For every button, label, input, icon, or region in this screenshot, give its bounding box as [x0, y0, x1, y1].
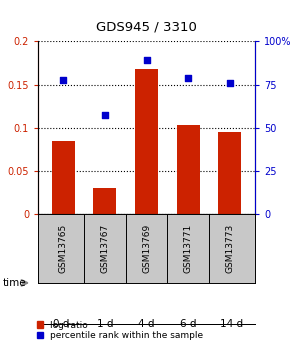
- Bar: [135, 69, 158, 214]
- Point: [228, 80, 232, 86]
- Bar: [93, 188, 116, 214]
- Text: time: time: [3, 278, 27, 288]
- Point: [186, 75, 190, 80]
- Legend: log ratio, percentile rank within the sample: log ratio, percentile rank within the sa…: [37, 321, 203, 341]
- Text: GDS945 / 3310: GDS945 / 3310: [96, 21, 197, 34]
- Point: [61, 77, 65, 83]
- Bar: [177, 125, 200, 214]
- Bar: [52, 141, 75, 214]
- Point: [103, 112, 107, 117]
- Text: 14 d: 14 d: [220, 319, 243, 329]
- Text: GSM13773: GSM13773: [225, 224, 234, 273]
- Text: 6 d: 6 d: [180, 319, 196, 329]
- Text: 4 d: 4 d: [138, 319, 155, 329]
- Text: 0 d: 0 d: [53, 319, 69, 329]
- Point: [144, 58, 149, 63]
- Text: 1 d: 1 d: [97, 319, 113, 329]
- Bar: [218, 132, 241, 214]
- Text: GSM13771: GSM13771: [184, 224, 193, 273]
- Text: GSM13767: GSM13767: [100, 224, 109, 273]
- Text: GSM13769: GSM13769: [142, 224, 151, 273]
- Text: GSM13765: GSM13765: [59, 224, 68, 273]
